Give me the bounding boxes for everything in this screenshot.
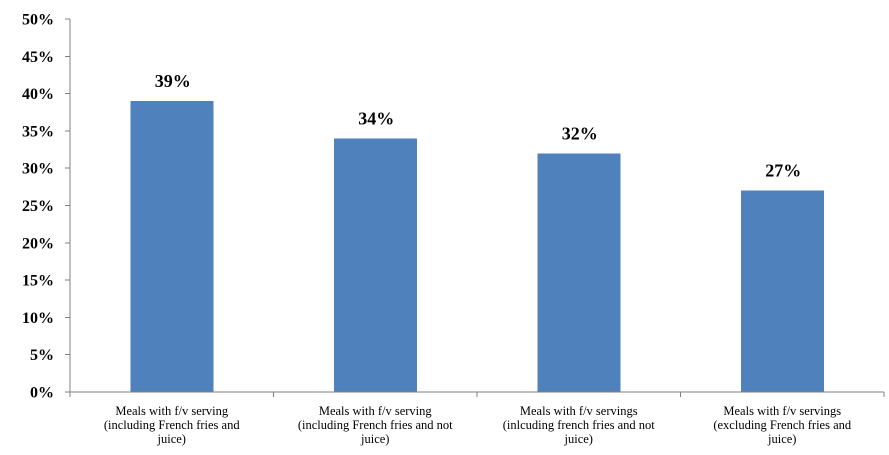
- bars: [130, 101, 824, 392]
- bar: [333, 138, 417, 392]
- bar: [130, 101, 214, 392]
- category-label: (including French fries and: [104, 418, 240, 432]
- y-tick-label: 45%: [22, 49, 54, 66]
- data-label: 27%: [765, 161, 801, 181]
- y-axis-ticks: 0% 5% 10% 15% 20% 25% 30% 35% 40% 45% 50%: [22, 12, 70, 402]
- y-tick-label: 40%: [22, 86, 54, 103]
- category-label: Meals with f/v serving: [319, 404, 433, 418]
- data-label: 34%: [358, 108, 394, 128]
- category-label: Meals with f/v servings: [723, 404, 841, 418]
- data-label: 39%: [155, 71, 191, 91]
- y-tick-label: 15%: [22, 273, 54, 290]
- x-axis-labels: Meals with f/v serving(including French …: [69, 392, 885, 446]
- category-label: (excluding French fries and: [713, 418, 852, 432]
- data-label: 32%: [562, 123, 598, 143]
- y-tick-label: 35%: [22, 123, 54, 140]
- bar: [537, 153, 621, 392]
- y-tick-label: 25%: [22, 198, 54, 215]
- y-tick-label: 30%: [22, 161, 54, 178]
- y-tick-label: 50%: [22, 12, 54, 29]
- y-tick-label: 10%: [22, 310, 54, 327]
- category-label: juice): [564, 432, 593, 446]
- bar: [740, 190, 824, 392]
- y-tick-label: 20%: [22, 235, 54, 252]
- y-tick-label: 5%: [30, 347, 54, 364]
- category-label: (including French fries and not: [298, 418, 453, 432]
- data-labels: 39% 34% 32% 27%: [155, 71, 802, 181]
- category-label: Meals with f/v serving: [115, 404, 229, 418]
- category-label: juice): [157, 432, 186, 446]
- y-tick-label: 0%: [30, 385, 54, 402]
- category-label: Meals with f/v servings: [520, 404, 638, 418]
- category-label: juice): [360, 432, 389, 446]
- category-label: (inlcuding french fries and not: [503, 418, 656, 432]
- category-label: juice): [767, 432, 796, 446]
